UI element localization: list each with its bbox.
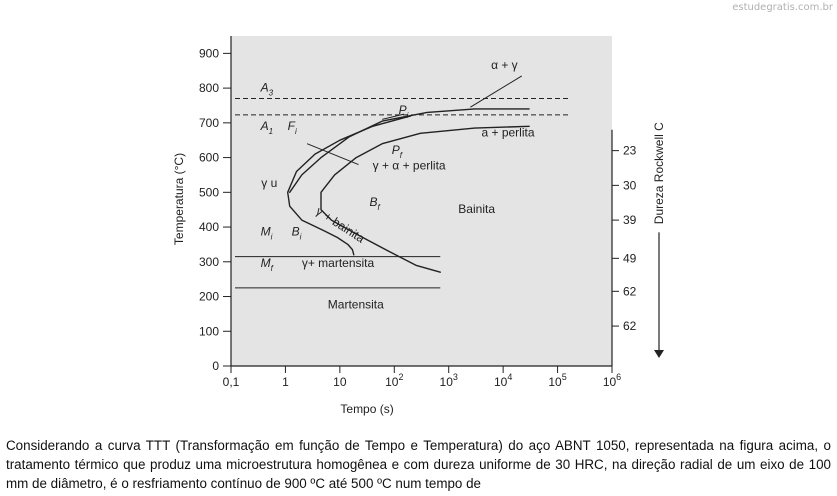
- annotation-1: A1: [260, 119, 273, 136]
- x-tick-label: 103: [440, 372, 458, 389]
- annotation-12: Mi: [261, 225, 273, 242]
- annotation-2: Fi: [288, 119, 297, 136]
- y-tick-label: 600: [199, 151, 219, 165]
- annotation-7: γ + α + perlita: [373, 159, 446, 173]
- y-tick-label: 800: [199, 81, 219, 95]
- annotation-3: Pi: [399, 103, 409, 120]
- annotation-16: Martensita: [328, 298, 384, 312]
- hardness-tick-label: 23: [623, 144, 637, 158]
- annotation-13: Bi: [292, 225, 302, 242]
- y-tick-label: 400: [199, 220, 219, 234]
- y-axis-title: Temperatura (°C): [172, 153, 186, 245]
- x-tick-label: 10: [333, 375, 347, 389]
- leader-pi: [382, 113, 404, 120]
- hardness-tick-label: 62: [623, 284, 637, 298]
- x-tick-label: 104: [494, 372, 512, 389]
- annotation-8: γ u: [261, 176, 277, 190]
- hardness-arrow-head: [654, 350, 664, 358]
- finish-curve: [320, 125, 530, 273]
- hardness-tick-label: 62: [623, 319, 637, 333]
- start-curve: [287, 115, 412, 256]
- y-tick-label: 500: [199, 185, 219, 199]
- x-tick-label: 106: [603, 372, 621, 389]
- y-tick-label: 300: [199, 255, 219, 269]
- annotation-14: Mf: [261, 256, 274, 273]
- x-tick-label: 0,1: [223, 375, 240, 389]
- x-tick-label: 105: [548, 372, 566, 389]
- ttt-chart: 0 100 200 300 400 500 600 700 800 900 0,1 1 10 102 103…: [172, 36, 666, 416]
- watermark: estudegratis.com.br: [732, 2, 833, 13]
- hardness-tick-label: 39: [623, 213, 637, 227]
- annotation-10: Bf: [369, 195, 380, 212]
- x-tick-label: 102: [385, 372, 403, 389]
- y-tick-label: 100: [199, 324, 219, 338]
- annotation-4: Pf: [392, 143, 403, 160]
- y-tick-label: 900: [199, 46, 219, 60]
- leader-gamma-alpha-perlita: [306, 143, 359, 165]
- annotation-15: γ+ martensita: [302, 256, 375, 270]
- plot-area: [231, 36, 612, 366]
- y-tick-label: 0: [212, 359, 219, 373]
- annotation-11: Bainita: [458, 202, 495, 216]
- annotation-5: α + γ: [491, 58, 518, 72]
- hardness-tick-label: 30: [623, 178, 637, 192]
- x-axis-title: Tempo (s): [340, 402, 393, 416]
- question-text: Considerando a curva TTT (Transformação …: [6, 438, 831, 491]
- y-tick-label: 700: [199, 116, 219, 130]
- x-tick-label: 1: [282, 375, 289, 389]
- annotation-0: A3: [260, 81, 274, 98]
- y-tick-label: 200: [199, 290, 219, 304]
- hardness-axis-title: Dureza Rockwell C: [652, 122, 666, 224]
- hardness-tick-label: 49: [623, 251, 637, 265]
- leader-alpha-gamma: [470, 75, 523, 108]
- start-upper-branch: [289, 108, 530, 193]
- annotation-6: a + perlita: [481, 126, 534, 140]
